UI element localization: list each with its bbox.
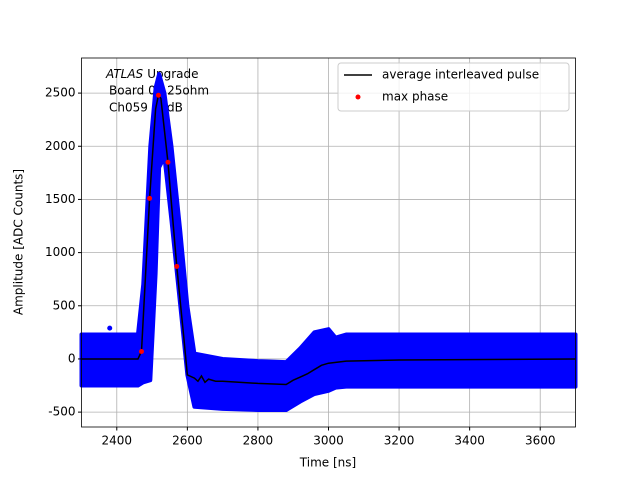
grid <box>81 58 576 427</box>
y-axis-label: Amplitude [ADC Counts] <box>12 169 26 315</box>
x-tick-label: 2800 <box>243 434 274 448</box>
x-tick-label: 3400 <box>454 434 485 448</box>
x-tick-label: 2600 <box>172 434 203 448</box>
y-tick-label: 1500 <box>45 192 76 206</box>
x-tick-label: 3200 <box>384 434 415 448</box>
outlier-point <box>107 325 113 331</box>
legend-swatch <box>355 94 361 100</box>
annotation-prefix: ATLAS <box>105 67 144 81</box>
average-line <box>81 93 576 386</box>
y-tick-label: 1000 <box>45 245 76 259</box>
y-tick-label: -500 <box>48 405 75 419</box>
x-axis-label: Time [ns] <box>299 456 356 470</box>
max-phase-point <box>174 263 180 269</box>
annotation-line: ATLAS Upgrade <box>105 67 199 81</box>
legend-label: average interleaved pulse <box>382 68 539 82</box>
legend-label: max phase <box>382 90 448 104</box>
x-tick-label: 3000 <box>313 434 344 448</box>
axes: 2400 2600 2800 3000 3200 3400 3600 -500 0 500 1000… <box>45 57 576 448</box>
x-tick-label: 2400 <box>102 434 133 448</box>
plot-frame <box>81 57 576 428</box>
max-phase-point <box>138 348 144 354</box>
max-phase-point <box>165 159 171 165</box>
y-tick-label: 2500 <box>45 86 76 100</box>
y-tick-label: 500 <box>53 298 76 312</box>
annotation-text: Upgrade <box>147 67 198 81</box>
max-phase-point <box>155 92 161 98</box>
max-phase-point <box>147 195 153 201</box>
y-tick-label: 2000 <box>45 139 76 153</box>
annotation-line: Ch059 15dB <box>109 101 183 115</box>
y-tick-label: 0 <box>68 351 76 365</box>
legend-box <box>337 62 570 112</box>
x-tick-label: 3600 <box>525 434 556 448</box>
